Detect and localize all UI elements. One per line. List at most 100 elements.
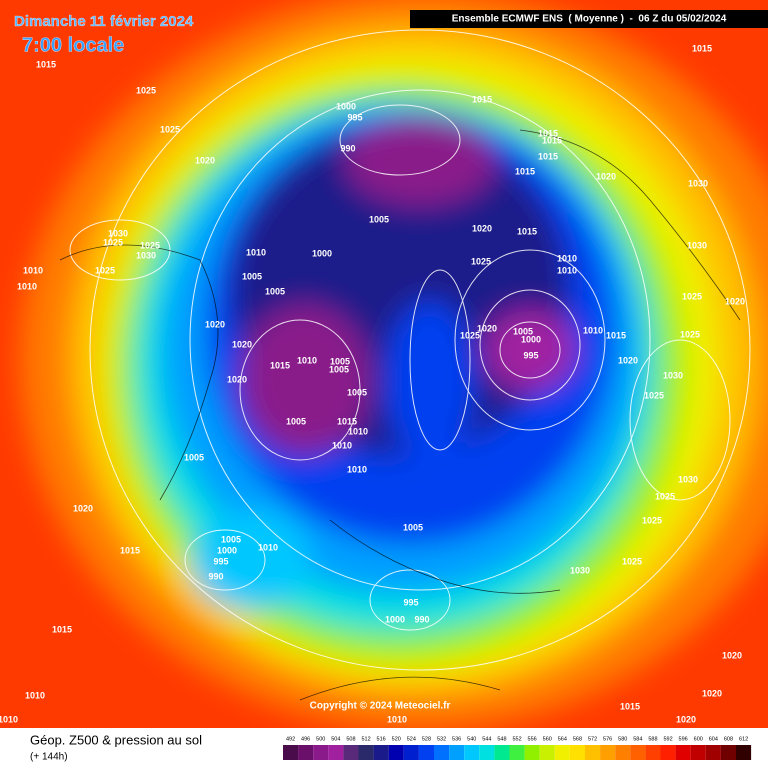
pressure-label: 1010 [23,265,43,275]
pressure-label: 1010 [17,281,37,291]
pressure-label: 1010 [25,690,45,700]
pressure-label: 1030 [687,240,707,250]
legend-value: 520 [392,736,401,742]
legend-cell [736,745,752,760]
pressure-label: 1020 [676,714,696,724]
legend-cell [554,745,570,760]
pressure-label: 1015 [337,416,357,426]
legend-value: 608 [724,736,733,742]
legend-cell [283,745,299,760]
legend-value: 528 [422,736,431,742]
legend-cell [720,745,736,760]
pressure-label: 1020 [472,223,492,233]
pressure-label: 1015 [36,59,56,69]
date: Dimanche 11 février 2024 [14,13,194,30]
pressure-label: 1030 [663,370,683,380]
pressure-label: 1015 [692,43,712,53]
pressure-label: 1005 [347,387,367,397]
pressure-label: 1005 [265,286,285,296]
legend-value: 508 [346,736,355,742]
pressure-label: 1020 [725,296,745,306]
pressure-label: 990 [414,614,429,624]
pressure-label: 1020 [596,171,616,181]
pressure-label: 1020 [73,503,93,513]
pressure-label: 990 [208,571,223,581]
footer-title: Géop. Z500 & pression au sol [30,732,202,747]
footer-lead: (+ 144h) [30,752,68,763]
legend-cell [373,745,389,760]
legend-value: 492 [286,736,295,742]
legend-cell [494,745,510,760]
legend-value: 572 [588,736,597,742]
pressure-label: 1015 [538,128,558,138]
pressure-label: 1030 [108,228,128,238]
pressure-label: 1010 [297,355,317,365]
pressure-label: 1005 [286,416,306,426]
pressure-label: 1015 [515,166,535,176]
legend-cell [539,745,555,760]
legend-value: 584 [633,736,642,742]
pressure-label: 1020 [195,155,215,165]
pressure-label: 1030 [688,178,708,188]
pressure-label: 1010 [348,426,368,436]
pressure-label: 1010 [557,265,577,275]
legend-cell [600,745,616,760]
legend-value: 600 [694,736,703,742]
map-field [0,0,768,728]
pressure-label: 1005 [403,522,423,532]
legend-value: 536 [452,736,461,742]
pressure-label: 1030 [136,250,156,260]
legend-cell [524,745,540,760]
legend-value: 596 [679,736,688,742]
legend-cell [585,745,601,760]
legend-cell [343,745,359,760]
pressure-label: 1020 [618,355,638,365]
pressure-label: 1015 [52,624,72,634]
legend-cell [298,745,314,760]
legend-cell [388,745,404,760]
legend-value: 524 [407,736,416,742]
pressure-label: 1015 [517,226,537,236]
model: Ensemble ECMWF ENS ( Moyenne ) - 06 Z du… [452,14,727,25]
pressure-label: 1025 [655,491,675,501]
legend-value: 512 [361,736,370,742]
legend-value: 496 [301,736,310,742]
legend-value: 500 [316,736,325,742]
legend-value: 564 [558,736,567,742]
pressure-label: 1015 [472,94,492,104]
pressure-label: 1005 [369,214,389,224]
legend-cell [464,745,480,760]
pressure-label: 1015 [538,151,558,161]
legend-value: 580 [618,736,627,742]
legend-value: 604 [709,736,718,742]
pressure-label: 1025 [103,237,123,247]
pressure-label: 1005 [242,271,262,281]
legend-cell [705,745,721,760]
legend-cell [615,745,631,760]
pressure-label: 1025 [140,240,160,250]
legend-value: 548 [497,736,506,742]
pressure-label: 1005 [513,326,533,336]
model-box [410,10,768,28]
pressure-label: 1005 [329,364,349,374]
pressure-label: 1000 [385,614,405,624]
pressure-label: 1010 [557,253,577,263]
legend-value: 612 [739,736,748,742]
legend-cell [569,745,585,760]
legend-value: 568 [573,736,582,742]
pressure-label: 1025 [622,556,642,566]
pressure-label: 1025 [644,390,664,400]
legend-cell [509,745,525,760]
pressure-label: 1015 [270,360,290,370]
legend-cell [660,745,676,760]
legend-value: 560 [543,736,552,742]
pressure-label: 1030 [678,474,698,484]
pressure-label: 1020 [232,339,252,349]
legend-value: 544 [482,736,491,742]
pressure-label: 995 [523,350,538,360]
legend-value: 532 [437,736,446,742]
pressure-label: 1015 [542,135,562,145]
pressure-label: 1025 [160,124,180,134]
